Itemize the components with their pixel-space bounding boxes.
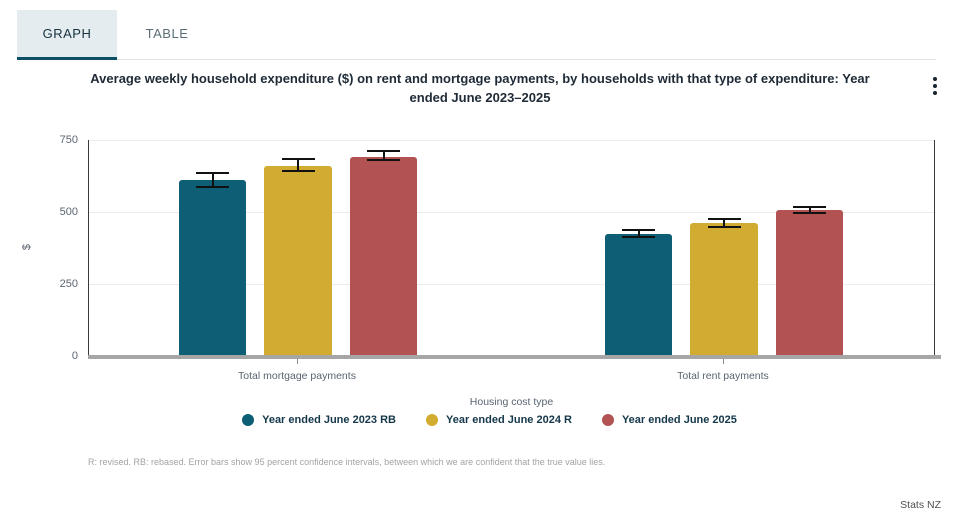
legend: Year ended June 2023 RB Year ended June 2…: [0, 414, 979, 426]
bar-series2-cat2[interactable]: [690, 222, 758, 356]
error-bar-cap-low: [707, 225, 741, 228]
error-bar-cap-low: [622, 235, 655, 238]
category-label: Total rent payments: [677, 370, 769, 382]
error-bar-cap-low: [793, 212, 826, 215]
y-tick-label-250: 250: [59, 278, 78, 290]
error-bar-cap-low: [196, 186, 229, 189]
error-bar-cap-low: [281, 169, 315, 172]
legend-label: Year ended June 2023 RB: [262, 414, 396, 426]
chart-title: Average weekly household expenditure ($)…: [90, 71, 870, 105]
error-bar-cap-high: [793, 205, 826, 208]
legend-swatch-icon: [426, 414, 438, 426]
error-bar-cap-high: [707, 217, 741, 220]
error-bar: [637, 229, 640, 237]
error-bar-cap-high: [196, 172, 229, 175]
bar-series1-cat2[interactable]: [604, 233, 673, 356]
tab-table[interactable]: TABLE: [117, 10, 217, 57]
bar-series1-cat1[interactable]: [178, 180, 247, 356]
category-label: Total mortgage payments: [238, 370, 356, 382]
legend-item-3[interactable]: Year ended June 2025: [601, 414, 737, 426]
bar-series2-cat1[interactable]: [264, 165, 332, 356]
tab-graph[interactable]: GRAPH: [17, 10, 117, 57]
x-axis-baseline: [88, 355, 941, 359]
gridline-250: [89, 284, 934, 285]
legend-item-2[interactable]: Year ended June 2024 R: [426, 414, 572, 426]
gridline-750: [89, 140, 934, 141]
gridline-500: [89, 212, 934, 213]
attribution: Stats NZ: [900, 499, 941, 511]
legend-swatch-icon: [601, 414, 614, 426]
error-bar-cap-high: [622, 228, 655, 231]
error-bar-cap-high: [367, 149, 400, 152]
error-bar: [211, 173, 214, 188]
error-bar: [382, 150, 385, 161]
tab-bar: GRAPH TABLE: [17, 10, 936, 60]
error-bar: [723, 218, 725, 227]
legend-swatch-icon: [242, 414, 255, 426]
x-tick: [723, 359, 724, 364]
y-axis-label: $: [21, 243, 34, 251]
error-bar: [808, 206, 811, 214]
error-bar-cap-high: [281, 158, 315, 161]
bar-series3-cat1[interactable]: [349, 156, 418, 356]
active-tab-underline: [17, 57, 117, 60]
x-tick: [297, 359, 298, 364]
legend-item-1[interactable]: Year ended June 2023 RB: [242, 414, 396, 426]
y-tick-label-750: 750: [59, 134, 78, 146]
legend-label: Year ended June 2024 R: [446, 414, 572, 426]
footnote: R: revised. RB: rebased. Error bars show…: [88, 457, 606, 467]
x-axis-title: Housing cost type: [469, 396, 554, 408]
error-bar-cap-low: [367, 159, 400, 162]
y-tick-label-500: 500: [59, 206, 78, 218]
bar-series3-cat2[interactable]: [775, 209, 844, 356]
legend-label: Year ended June 2025: [621, 414, 737, 426]
y-tick-label-0: 0: [71, 350, 78, 362]
plot-area: [88, 140, 935, 356]
kebab-menu-icon[interactable]: [925, 72, 945, 100]
tab-separator-line: [117, 59, 936, 60]
error-bar: [297, 159, 299, 171]
